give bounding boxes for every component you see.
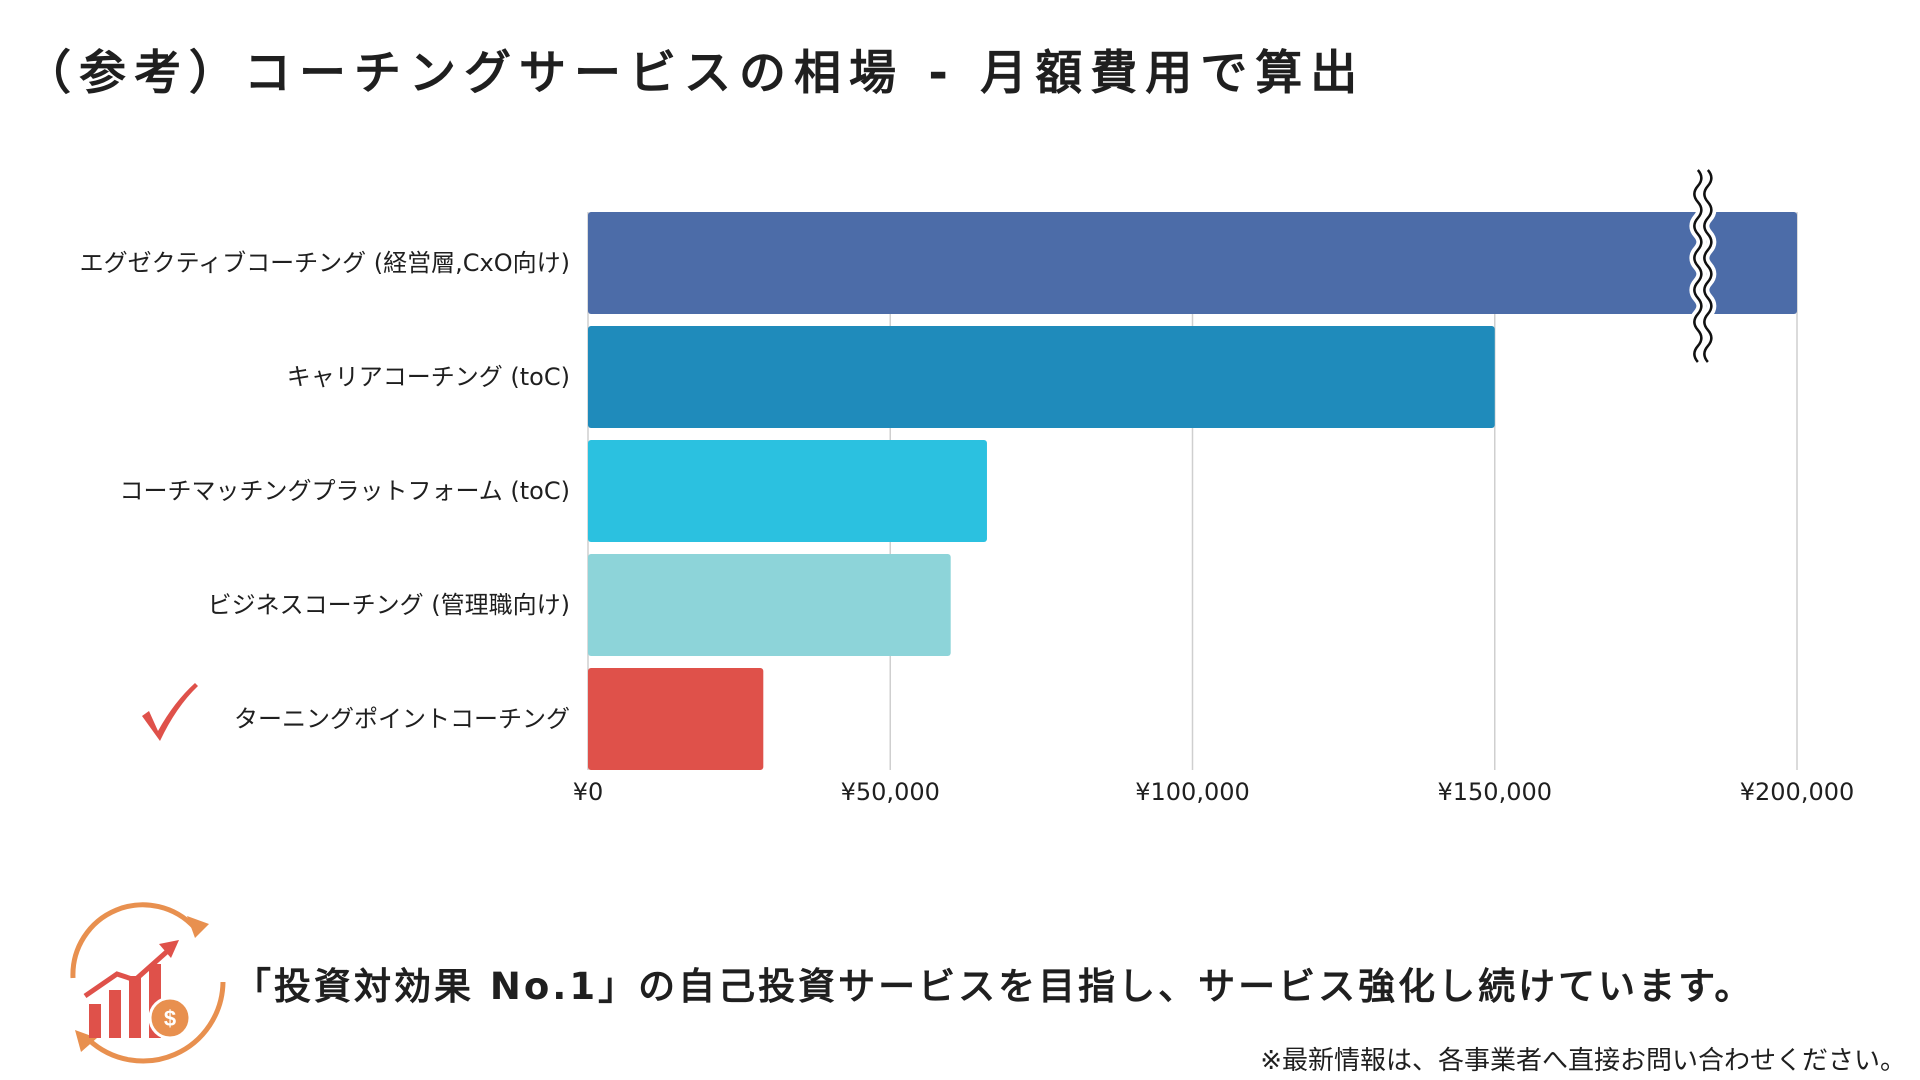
category-label: エグゼクティブコーチング (経営層,CxO向け)	[80, 249, 570, 277]
bar	[588, 326, 1495, 428]
bar	[588, 554, 951, 656]
x-tick-label: ¥200,000	[1740, 778, 1855, 806]
chart-annotations	[142, 166, 1717, 741]
bar	[588, 668, 764, 770]
footnote: ※最新情報は、各事業者へ直接お問い合わせください。	[1260, 1046, 1906, 1076]
trend-arrow-icon	[83, 946, 173, 999]
growth-bar-2	[109, 990, 121, 1038]
category-label: ビジネスコーチング (管理職向け)	[208, 591, 570, 619]
category-label: コーチマッチングプラットフォーム (toC)	[120, 477, 571, 505]
bars	[588, 212, 1797, 770]
axis-break-line-icon	[1703, 169, 1713, 363]
growth-chart-coin-icon: $	[70, 902, 226, 1064]
arrowhead-bottom-icon	[75, 1030, 97, 1052]
category-labels: エグゼクティブコーチング (経営層,CxO向け) キャリアコーチング (toC) コ…	[80, 249, 570, 733]
x-tick-labels: ¥0 ¥50,000 ¥100,000 ¥150,000 ¥200,000	[573, 778, 1855, 806]
growth-bar-1	[89, 1004, 101, 1038]
coin-icon	[148, 996, 192, 1040]
tagline: 「投資対効果 No.1」の自己投資サービスを目指し、サービス強化し続けています。	[234, 965, 1755, 1008]
cycle-arrow-top-icon	[70, 902, 197, 979]
x-tick-label: ¥50,000	[841, 778, 940, 806]
cycle-arrow-bottom-icon	[87, 981, 226, 1064]
bar	[588, 440, 987, 542]
x-tick-label: ¥0	[573, 778, 604, 806]
axis-break-line-icon	[1693, 169, 1703, 363]
page-title: （参考）コーチングサービスの相場 - 月額費用で算出	[24, 46, 1366, 101]
bar-chart: エグゼクティブコーチング (経営層,CxO向け) キャリアコーチング (toC) コ…	[79, 166, 1855, 806]
trend-arrowhead-icon	[159, 940, 179, 958]
x-tick-label: ¥150,000	[1437, 778, 1552, 806]
x-tick-label: ¥100,000	[1135, 778, 1250, 806]
checkmark-icon	[142, 683, 198, 741]
arrowhead-top-icon	[187, 916, 209, 938]
dollar-symbol-icon: $	[164, 1006, 176, 1031]
category-label: キャリアコーチング (toC)	[287, 363, 570, 391]
bar	[588, 212, 1797, 314]
category-label: ターニングポイントコーチング	[234, 705, 570, 733]
growth-bar-3	[129, 976, 141, 1038]
